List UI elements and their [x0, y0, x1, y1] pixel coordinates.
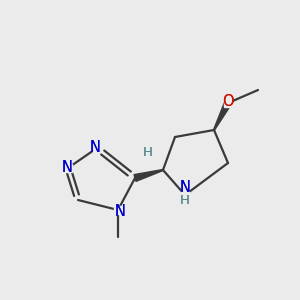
Text: H: H [143, 146, 153, 158]
Bar [114, 206, 122, 214]
Bar [64, 164, 72, 172]
Bar [93, 144, 101, 152]
Text: N: N [115, 203, 125, 218]
Text: O: O [222, 94, 234, 110]
Text: H: H [180, 194, 190, 206]
Polygon shape [214, 101, 231, 130]
Text: N: N [90, 140, 101, 154]
Text: O: O [222, 94, 234, 110]
Bar [181, 196, 189, 204]
Text: N: N [90, 140, 101, 154]
Text: N: N [180, 181, 190, 196]
Bar [224, 99, 232, 107]
Text: N: N [115, 203, 125, 218]
Polygon shape [134, 169, 163, 181]
Text: N: N [180, 181, 190, 196]
Text: H: H [143, 146, 153, 158]
Text: H: H [180, 194, 190, 206]
Text: N: N [61, 160, 72, 175]
Bar [144, 148, 152, 156]
Bar [181, 191, 189, 199]
Text: N: N [61, 160, 72, 175]
